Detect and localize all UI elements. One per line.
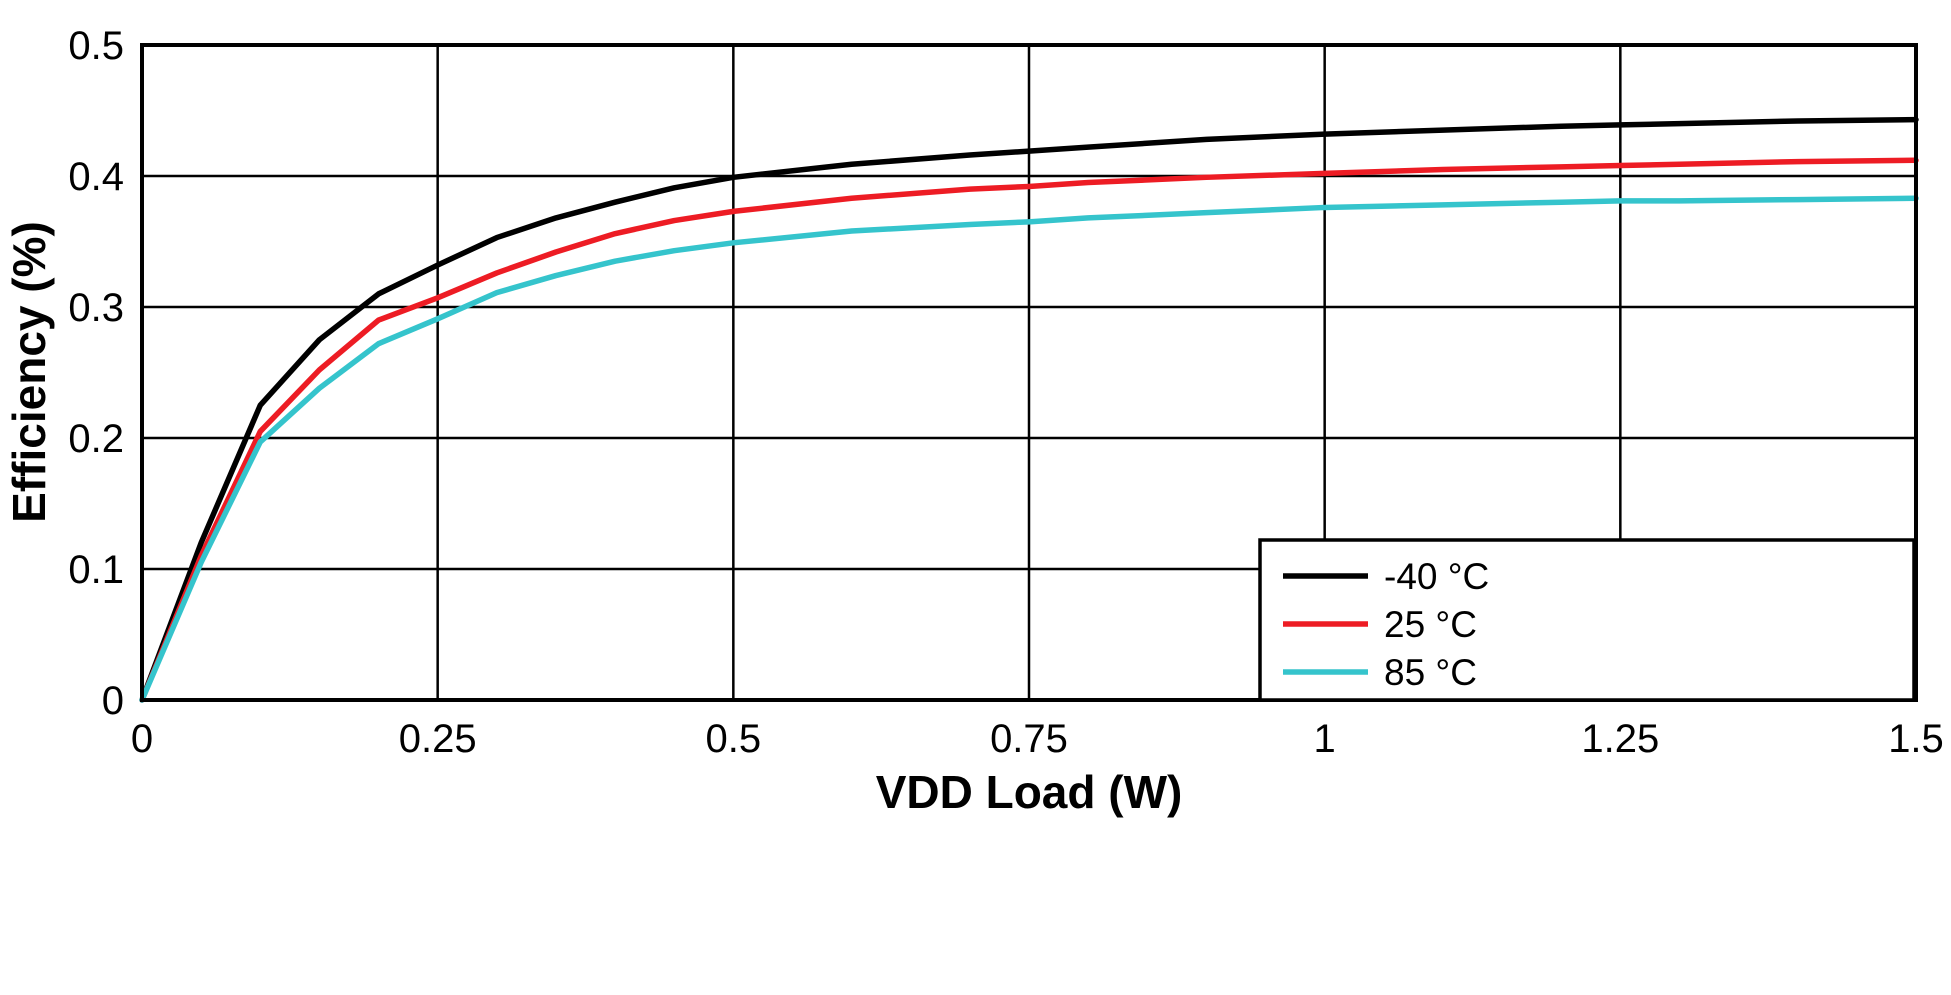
plot-area: 0 0.25 0.5 0.75 1 1.25 1.5 0 0.1 0.2 0.3 0.4 0.5 [68, 24, 1943, 761]
x-tick-label: 1.25 [1581, 717, 1659, 761]
legend-box [1258, 538, 1916, 702]
legend-label-25c: 25 °C [1384, 604, 1477, 645]
y-tick-label: 0.3 [68, 286, 124, 330]
series-line-0 [139, 116, 1919, 703]
legend-label-85c: 85 °C [1384, 652, 1477, 693]
legend: -40 °C 25 °C 85 °C [1258, 538, 1916, 702]
y-axis-title: Efficiency (%) [3, 221, 55, 523]
y-tick-label: 0 [102, 679, 124, 723]
y-tick-label: 0.1 [68, 548, 124, 592]
x-tick-label: 0.75 [990, 717, 1068, 761]
legend-label-minus40c: -40 °C [1384, 556, 1489, 597]
x-tick-label: 1 [1314, 717, 1336, 761]
y-tick-label: 0.2 [68, 417, 124, 461]
y-tick-label: 0.4 [68, 155, 124, 199]
series-line-1 [139, 157, 1919, 703]
x-tick-label: 0.5 [706, 717, 762, 761]
y-tick-label: 0.5 [68, 24, 124, 68]
x-axis-title: VDD Load (W) [876, 766, 1183, 818]
x-tick-label: 0.25 [399, 717, 477, 761]
plot-frame [140, 43, 1918, 702]
series-line-2 [139, 195, 1919, 703]
x-tick-label: 1.5 [1888, 717, 1944, 761]
x-tick-label: 0 [131, 717, 153, 761]
